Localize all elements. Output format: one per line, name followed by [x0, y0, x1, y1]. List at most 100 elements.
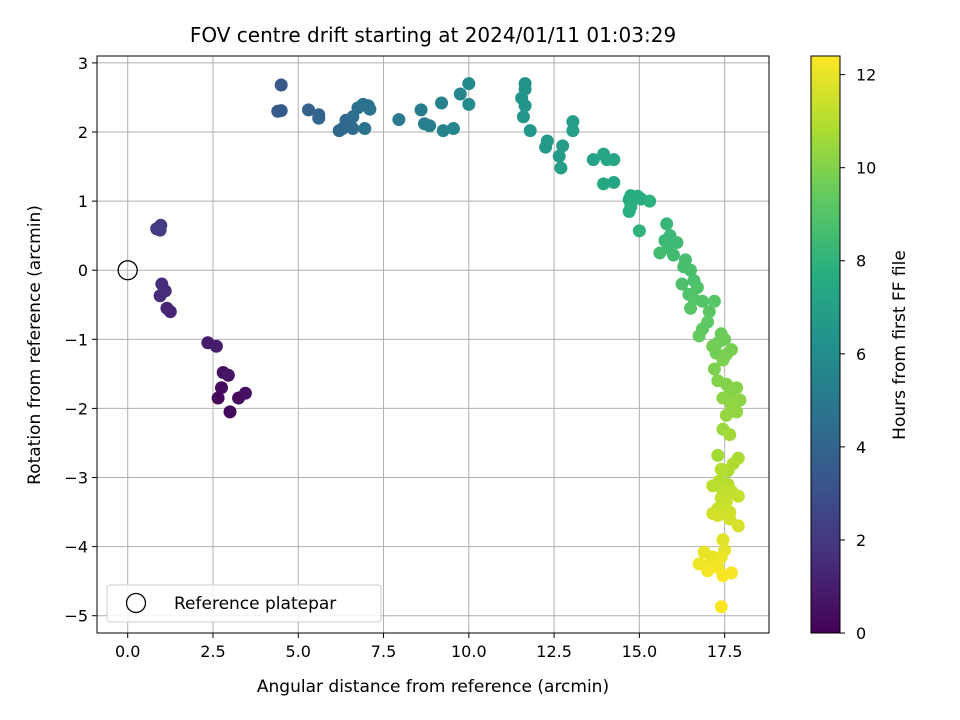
data-point [719, 408, 733, 422]
data-point [684, 263, 698, 277]
data-point [238, 386, 252, 400]
data-point [716, 533, 730, 547]
x-axis-label: Angular distance from reference (arcmin) [257, 677, 609, 697]
y-tick-label: −1 [64, 330, 88, 349]
y-tick-label: −5 [64, 607, 88, 626]
data-point [453, 87, 467, 101]
plot-frame [96, 55, 770, 634]
data-point [154, 218, 168, 232]
colorbar-tick-label: 4 [856, 438, 866, 457]
data-point [392, 113, 406, 127]
y-axis-label: Rotation from reference (arcmin) [25, 205, 45, 485]
legend-box [106, 584, 382, 623]
data-points [150, 77, 747, 614]
y-tick-label: 2 [78, 123, 88, 142]
data-point [435, 96, 449, 110]
reference-platepar-marker [117, 260, 138, 281]
data-point [223, 405, 237, 419]
legend-label: Reference platepar [174, 594, 336, 614]
axis-ticks: 0.0 2.5 5.0 7.5 10.0 12.5 15.0 17.5 3 2 1 0 −1 −2 −3 −4… [64, 54, 742, 661]
data-point [653, 246, 667, 260]
x-tick-label: 15.0 [622, 642, 658, 661]
data-point [160, 301, 174, 315]
data-point [731, 489, 745, 503]
legend-marker-hollow-circle [125, 592, 147, 614]
data-point [707, 362, 721, 376]
data-point [714, 550, 728, 564]
data-point [301, 103, 315, 117]
data-point [552, 149, 566, 163]
data-point [711, 509, 725, 523]
x-tick-label: 12.5 [536, 642, 572, 661]
data-point [539, 140, 553, 154]
data-point [523, 124, 537, 138]
data-point [706, 479, 720, 493]
data-point [209, 339, 223, 353]
data-point [554, 161, 568, 175]
data-point [462, 97, 476, 111]
colorbar-tick-label: 2 [856, 531, 866, 550]
data-point [516, 110, 530, 124]
data-point [566, 115, 580, 129]
data-point [675, 277, 689, 291]
data-point [597, 177, 611, 191]
data-point [211, 391, 225, 405]
y-tick-label: 3 [78, 54, 88, 73]
data-point [274, 104, 288, 118]
x-tick-label: 7.5 [371, 642, 396, 661]
legend: Reference platepar [106, 584, 382, 623]
data-point [701, 564, 715, 578]
data-point [702, 305, 716, 319]
data-point [215, 381, 229, 395]
x-tick-label: 17.5 [707, 642, 743, 661]
colorbar-label: Hours from first FF file [890, 250, 910, 440]
data-point [695, 294, 709, 308]
data-point [363, 102, 377, 116]
data-point [731, 519, 745, 533]
data-point [566, 124, 580, 138]
data-point [346, 122, 360, 136]
data-point [446, 122, 460, 136]
data-point [643, 194, 657, 208]
x-tick-label: 5.0 [286, 642, 311, 661]
colorbar-tick-label: 10 [856, 159, 876, 178]
data-point [730, 405, 744, 419]
data-point [714, 462, 728, 476]
y-tick-label: −2 [64, 399, 88, 418]
colorbar-tick-label: 6 [856, 345, 866, 364]
y-tick-label: 0 [78, 261, 88, 280]
colorbar-tick-label: 0 [856, 624, 866, 643]
x-tick-label: 0.0 [115, 642, 140, 661]
data-point [692, 329, 706, 343]
grid-lines [97, 56, 769, 633]
data-point [358, 122, 372, 136]
data-point [723, 428, 737, 442]
reference-marker-layer [117, 260, 138, 281]
data-point [221, 368, 235, 382]
data-point [716, 353, 730, 367]
data-point [607, 175, 621, 189]
data-point [660, 217, 674, 231]
data-point [414, 103, 428, 117]
data-point [436, 124, 450, 138]
data-point [714, 600, 728, 614]
y-tick-label: −3 [64, 469, 88, 488]
data-point [155, 277, 169, 291]
x-tick-label: 10.0 [451, 642, 487, 661]
colorbar-tick-label: 12 [856, 66, 876, 85]
data-point [632, 224, 646, 238]
x-tick-label: 2.5 [200, 642, 225, 661]
data-point [666, 248, 680, 262]
data-point [312, 111, 326, 125]
colorbar: 0 2 4 6 8 10 12 Hours from first FF file [810, 55, 910, 643]
data-point [716, 569, 730, 583]
data-point [707, 294, 721, 308]
y-tick-label: 1 [78, 192, 88, 211]
data-point [274, 78, 288, 92]
data-point [622, 204, 636, 218]
data-point [684, 301, 698, 315]
colorbar-tick-label: 8 [856, 252, 866, 271]
data-point [518, 99, 532, 113]
chart-title: FOV centre drift starting at 2024/01/11 … [190, 23, 676, 47]
